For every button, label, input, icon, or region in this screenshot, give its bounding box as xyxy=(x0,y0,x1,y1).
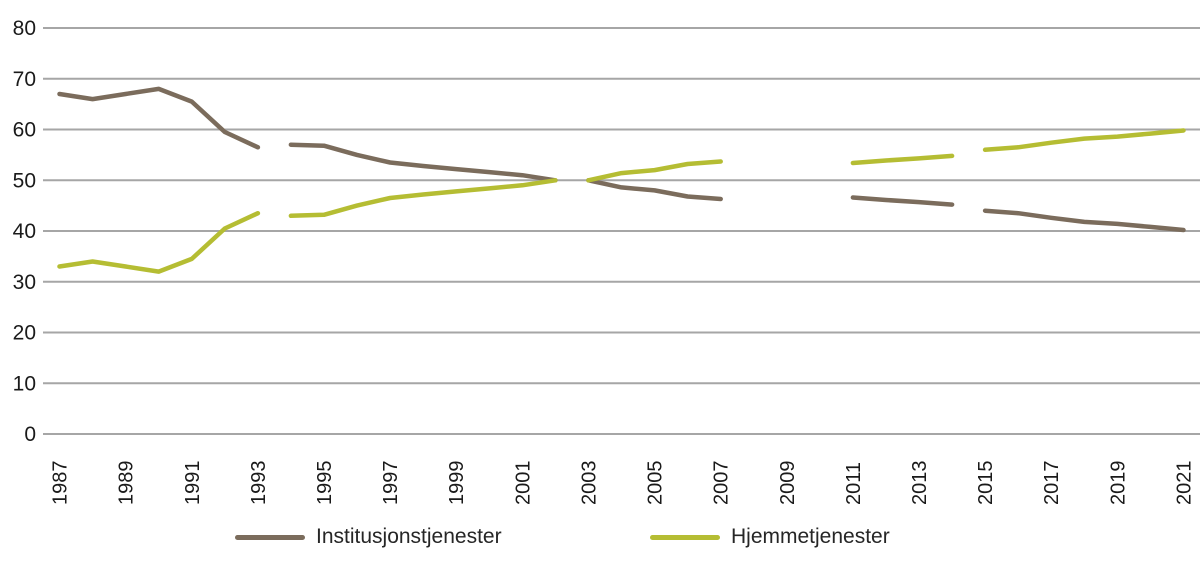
legend-item-institusjonstjenester: Institusjonstjenester xyxy=(235,524,502,550)
x-axis-tick-label-1997: 1997 xyxy=(380,461,402,506)
y-axis-tick-label-80: 80 xyxy=(13,17,36,40)
series-line-institusjonstjenester-2015-2021 xyxy=(982,208,1186,233)
x-axis-tick-label-2005: 2005 xyxy=(645,461,667,506)
legend-item-hjemmetjenester: Hjemmetjenester xyxy=(650,524,890,550)
chart-legend: Institusjonstjenester Hjemmetjenester xyxy=(0,524,1200,554)
series-line-institusjonstjenester-1994-2002 xyxy=(288,142,558,183)
series-line-institusjonstjenester-1987-1993 xyxy=(57,86,261,150)
series-line-institusjonstjenester-2011-2014 xyxy=(850,195,955,207)
y-axis-tick-label-10: 10 xyxy=(13,372,36,395)
chart-plot-area: 0 10 20 30 40 50 60 70 80 1987 1989 1991 1993 1995 199… xyxy=(13,17,1200,506)
y-axis-tick-label-70: 70 xyxy=(13,68,36,91)
y-axis-tick-label-20: 20 xyxy=(13,322,36,345)
x-axis-tick-label-2013: 2013 xyxy=(909,461,931,506)
series-line-hjemmetjenester-1994-2002 xyxy=(288,178,558,219)
x-axis-tick-label-1995: 1995 xyxy=(314,461,336,506)
x-axis-tick-label-2021: 2021 xyxy=(1173,461,1195,506)
series-line-hjemmetjenester-1987-1993 xyxy=(57,210,261,274)
x-axis-tick-label-1991: 1991 xyxy=(182,461,204,506)
legend-line-swatch-institusjonstjenester xyxy=(235,534,305,540)
series-line-hjemmetjenester-2011-2014 xyxy=(850,153,955,166)
x-axis-tick-label-2019: 2019 xyxy=(1107,461,1129,506)
x-axis-tick-label-2001: 2001 xyxy=(512,461,534,506)
y-axis-tick-label-50: 50 xyxy=(13,169,36,192)
x-axis-tick-label-1993: 1993 xyxy=(248,461,270,506)
y-axis-tick-label-60: 60 xyxy=(13,119,36,142)
legend-label-hjemmetjenester: Hjemmetjenester xyxy=(731,525,890,548)
legend-line-swatch-hjemmetjenester xyxy=(650,534,720,540)
series-line-institusjonstjenester-2003-2007 xyxy=(586,178,723,202)
x-axis-tick-label-1987: 1987 xyxy=(50,461,72,506)
x-axis-tick-label-2015: 2015 xyxy=(975,460,997,505)
x-axis-tick-label-2017: 2017 xyxy=(1041,461,1063,506)
x-axis-tick-label-2003: 2003 xyxy=(578,461,600,506)
series-line-hjemmetjenester-2003-2007 xyxy=(586,159,723,183)
y-axis-tick-label-0: 0 xyxy=(24,423,36,446)
legend-label-institusjonstjenester: Institusjonstjenester xyxy=(316,525,502,548)
series-line-hjemmetjenester-2015-2021 xyxy=(982,128,1186,153)
x-axis-tick-label-2011: 2011 xyxy=(843,462,865,505)
y-axis-tick-label-40: 40 xyxy=(13,220,36,243)
y-axis-tick-label-30: 30 xyxy=(13,271,36,294)
x-axis-tick-label-2009: 2009 xyxy=(777,461,799,506)
x-axis-tick-label-2007: 2007 xyxy=(711,461,733,506)
x-axis-tick-label-1989: 1989 xyxy=(116,461,138,506)
x-axis-tick-label-1999: 1999 xyxy=(446,461,468,506)
